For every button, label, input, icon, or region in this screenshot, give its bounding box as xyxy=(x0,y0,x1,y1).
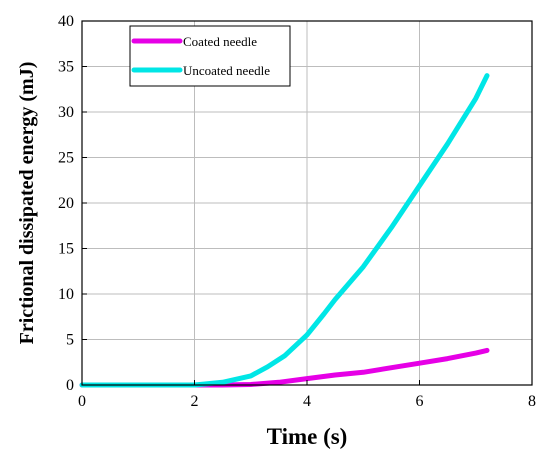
series-line-2 xyxy=(79,73,490,388)
axis-ticks: 0 2 4 6 8 0 5 10 15 20 25 30 35 40 xyxy=(58,13,536,410)
x-tick-label: 4 xyxy=(303,393,311,410)
legend-label: Uncoated needle xyxy=(183,63,270,78)
y-axis-label: Frictional dissipated energy (mJ) xyxy=(16,62,38,345)
legend-label: Coated needle xyxy=(183,34,257,49)
y-tick-label: 15 xyxy=(58,241,74,258)
x-tick-label: 6 xyxy=(416,393,424,410)
x-axis-label: Time (s) xyxy=(267,424,348,449)
gridlines xyxy=(82,21,532,385)
legend: Coated needle Uncoated needle xyxy=(129,25,291,87)
y-tick-label: 40 xyxy=(58,13,74,30)
y-tick-label: 35 xyxy=(58,59,74,76)
legend-box xyxy=(129,25,291,87)
y-tick-label: 0 xyxy=(66,377,74,394)
y-tick-label: 20 xyxy=(58,195,74,212)
y-tick-label: 5 xyxy=(66,332,74,349)
y-tick-label: 10 xyxy=(58,286,74,303)
y-tick-label: 30 xyxy=(58,104,74,121)
x-tick-label: 8 xyxy=(528,393,536,410)
x-tick-label: 2 xyxy=(191,393,199,410)
series-layer xyxy=(79,73,490,388)
x-tick-label: 0 xyxy=(78,393,86,410)
y-tick-label: 25 xyxy=(58,150,74,167)
